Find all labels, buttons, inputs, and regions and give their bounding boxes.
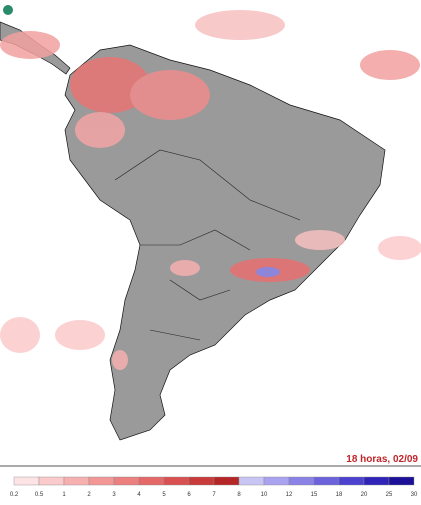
legend-swatch (88, 476, 115, 486)
rain-area (360, 50, 420, 80)
legend-swatch (63, 476, 90, 486)
legend-label: 12 (286, 492, 293, 498)
legend-label: 7 (212, 492, 216, 498)
legend-swatch (263, 476, 290, 486)
rain-area (378, 236, 421, 260)
rain-area (256, 267, 280, 277)
legend-swatch (213, 476, 240, 486)
legend: 0.2 0.5 1 2 3 4 5 6 7 8 10 12 15 18 20 25 30 (10, 476, 418, 498)
rain-area (112, 350, 128, 370)
legend-label: 1 (62, 492, 66, 498)
legend-label: 6 (187, 492, 191, 498)
legend-label: 4 (137, 492, 141, 498)
legend-swatch (288, 476, 315, 486)
legend-label: 30 (411, 492, 418, 498)
legend-swatch (388, 476, 415, 486)
legend-label: 0.5 (35, 492, 44, 498)
rain-area (295, 230, 345, 250)
logo-icon (3, 5, 13, 15)
legend-label: 18 (336, 492, 343, 498)
legend-swatch (113, 476, 140, 486)
legend-label: 3 (112, 492, 116, 498)
legend-label: 10 (261, 492, 268, 498)
legend-label: 25 (386, 492, 393, 498)
legend-swatch (13, 476, 40, 486)
legend-swatch (238, 476, 265, 486)
precipitation (0, 10, 421, 370)
rain-area (0, 317, 40, 353)
rain-area (75, 112, 125, 148)
rain-area (70, 57, 150, 113)
legend-swatch (138, 476, 165, 486)
rain-area (55, 320, 105, 350)
legend-swatch (163, 476, 190, 486)
legend-swatch (363, 476, 390, 486)
legend-swatch (338, 476, 365, 486)
borders (114, 149, 301, 341)
legend-label: 8 (237, 492, 241, 498)
south-america (64, 44, 386, 441)
rain-area (0, 31, 60, 59)
legend-label: 5 (162, 492, 166, 498)
legend-label: 15 (311, 492, 318, 498)
legend-swatch (188, 476, 215, 486)
time-label: 18 horas, 02/09 (346, 454, 418, 465)
legend-label: 20 (361, 492, 368, 498)
legend-swatch (313, 476, 340, 486)
legend-label: 0.2 (10, 492, 19, 498)
rain-area (170, 260, 200, 276)
legend-label: 2 (87, 492, 91, 498)
rain-area (130, 70, 210, 120)
legend-swatch (38, 476, 65, 486)
logo: MAPAS METEOROLÓGICOS (16, 8, 96, 15)
rain-area (195, 10, 285, 40)
